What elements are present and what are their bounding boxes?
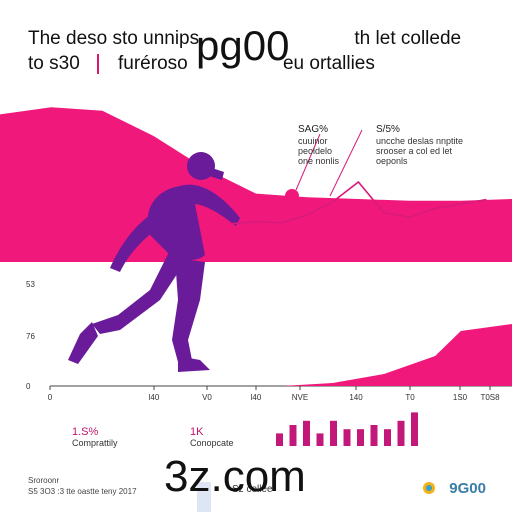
chart-title-line1: The deso sto unnips th let collede <box>28 28 462 49</box>
bar <box>276 433 283 446</box>
bar <box>343 429 351 446</box>
annotation-text: peoldelo <box>298 146 332 156</box>
watermark-top: pg00 <box>196 22 290 69</box>
x-tick-label: NVE <box>292 393 308 402</box>
x-tick-label: T0S8 <box>480 393 500 402</box>
annotation-text: srooser a col ed let <box>376 146 453 156</box>
x-tick-label: 140 <box>349 393 363 402</box>
annotation-value: S/5% <box>376 124 400 135</box>
bar <box>289 425 297 446</box>
chart-title-line2: to s30 <box>28 53 80 74</box>
x-tick-label: l40 <box>251 393 262 402</box>
x-tick-label: 1S0 <box>453 393 468 402</box>
bar <box>370 425 378 446</box>
bar <box>357 429 364 446</box>
annotation-text: uncche deslas nnptite <box>376 136 463 146</box>
footer-tab <box>197 482 211 512</box>
stat-value: 1K <box>190 426 204 438</box>
bar <box>411 412 418 446</box>
annotation-leader-2 <box>329 129 363 197</box>
chart-subtitle: furéroso eu ortallies <box>118 53 375 74</box>
stat-block-2: 1K Conopcate <box>190 426 234 448</box>
stat-block-1: 1.S% Comprattily <box>72 426 118 448</box>
annotation-text: cuuinor <box>298 136 328 146</box>
x-tick-label: V0 <box>202 393 212 402</box>
x-tick-label: 0 <box>48 393 53 402</box>
x-tick-label: l40 <box>149 393 160 402</box>
player-silhouette-icon <box>68 152 240 372</box>
bar-layer <box>276 412 418 446</box>
stat-value: 1.S% <box>72 426 99 438</box>
lower-area-series <box>281 324 512 386</box>
y-tick-label: 0 <box>26 382 31 391</box>
x-tick-label: T0 <box>405 393 415 402</box>
stat-label: Conopcate <box>190 438 234 448</box>
title-separator <box>97 54 99 74</box>
y-tick-label: 53 <box>26 280 35 289</box>
brand-logo-icon <box>423 482 435 494</box>
watermark-bottom: 3z.com <box>164 452 306 501</box>
annotation-value: SAG% <box>298 124 328 135</box>
y-tick-label: 76 <box>26 332 35 341</box>
bar <box>330 420 337 446</box>
stat-label: Comprattily <box>72 438 118 448</box>
annotation-text: oeponls <box>376 156 408 166</box>
bar <box>316 433 324 446</box>
footer-source: Sroroonr <box>28 476 60 485</box>
bar <box>397 420 405 446</box>
annotation-leader-1 <box>295 133 321 191</box>
line-series <box>230 180 487 225</box>
brand-name: 9G00 <box>449 480 486 497</box>
bar <box>303 420 310 446</box>
footer-chip: Sz collee <box>232 484 273 495</box>
bar <box>384 429 391 446</box>
footer-note: S5 3O3 :3 tte oastte teny 2017 <box>28 487 137 496</box>
annotation-text: one nonlis <box>298 156 340 166</box>
highlight-point <box>285 189 299 203</box>
main-area-series <box>0 107 512 262</box>
